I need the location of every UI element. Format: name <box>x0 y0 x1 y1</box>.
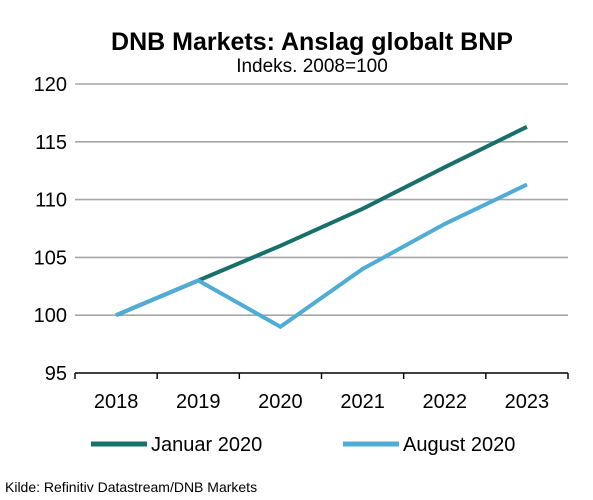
legend: Januar 2020 August 2020 <box>91 434 515 456</box>
series-line-2 <box>115 182 528 330</box>
source-note: Kilde: Refinitiv Datastream/DNB Markets <box>5 479 257 495</box>
series-line-1 <box>115 125 528 318</box>
y-tick-label: 100 <box>34 305 67 327</box>
chart-title: DNB Markets: Anslag globalt BNP <box>111 28 513 56</box>
gridlines <box>75 83 568 317</box>
y-tick-label: 120 <box>34 74 67 96</box>
y-tick-label: 115 <box>35 132 67 154</box>
x-axis: 2018 2019 2020 2021 2022 2023 <box>74 372 569 413</box>
x-tick-label: 2018 <box>94 391 139 413</box>
y-tick-label: 105 <box>34 247 67 269</box>
x-tick-label: 2020 <box>258 391 303 413</box>
legend-label-2: August 2020 <box>403 434 515 456</box>
x-tick-label: 2023 <box>505 391 550 413</box>
y-tick-label: 95 <box>45 363 67 385</box>
y-tick-label: 110 <box>35 190 67 212</box>
legend-label-1: Januar 2020 <box>151 434 262 456</box>
series-lines <box>115 125 528 330</box>
chart-subtitle: Indeks. 2008=100 <box>236 56 388 77</box>
x-tick-label: 2021 <box>340 391 385 413</box>
x-tick-label: 2022 <box>423 391 468 413</box>
x-tick-label: 2019 <box>176 391 221 413</box>
y-axis: 95 100 105 110 115 120 <box>34 74 67 385</box>
